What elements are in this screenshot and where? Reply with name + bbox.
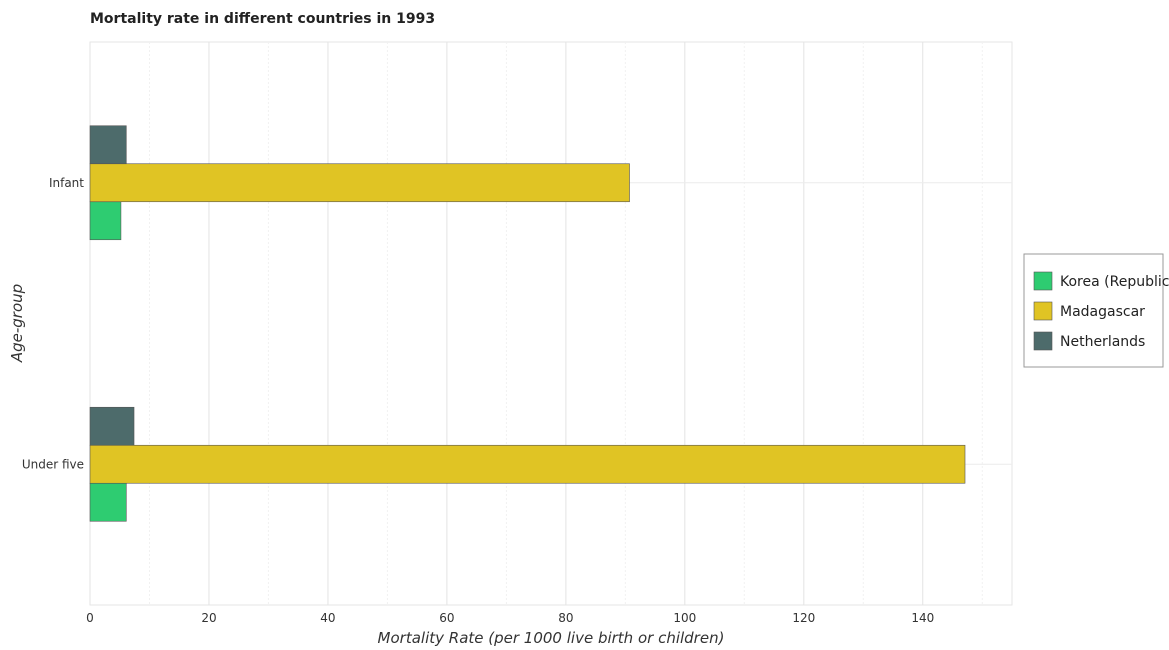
bar-under-five-netherlands	[89, 406, 135, 446]
bar-infant-korea-republic-	[89, 201, 122, 241]
bar-infant-madagascar	[89, 163, 630, 203]
legend-swatch	[1033, 301, 1053, 321]
x-tick-label: 120	[792, 611, 815, 625]
y-axis-ticks: Infant Under five	[22, 176, 84, 472]
y-tick-label: Infant	[49, 176, 84, 190]
x-tick-label: 80	[558, 611, 573, 625]
x-tick-label: 20	[201, 611, 216, 625]
x-tick-label: 40	[320, 611, 335, 625]
bar-under-five-madagascar	[89, 444, 966, 484]
x-tick-label: 140	[911, 611, 934, 625]
legend-label: Madagascar	[1060, 304, 1145, 320]
legend-swatch	[1033, 271, 1053, 291]
x-tick-label: 60	[439, 611, 454, 625]
x-tick-label: 100	[673, 611, 696, 625]
legend-label: Netherlands	[1060, 334, 1145, 350]
legend-swatch	[1033, 331, 1053, 351]
bar-under-five-korea-republic-	[89, 482, 127, 522]
plot-frame	[89, 41, 1013, 606]
x-axis-label: Mortality Rate (per 1000 live birth or c…	[378, 629, 725, 647]
chart-title: Mortality rate in different countries in…	[90, 11, 435, 27]
x-axis-ticks: 0 20 40 60 80 100 120 140	[86, 611, 934, 625]
legend: Korea (Republic) Madagascar Netherlands	[1023, 253, 1169, 368]
bar-infant-netherlands	[89, 125, 127, 165]
y-tick-label: Under five	[22, 457, 84, 471]
x-tick-label: 0	[86, 611, 94, 625]
grid	[89, 41, 1013, 606]
legend-label: Korea (Republic)	[1060, 274, 1169, 290]
y-axis-label: Age-group	[8, 284, 26, 363]
bars	[89, 125, 966, 522]
